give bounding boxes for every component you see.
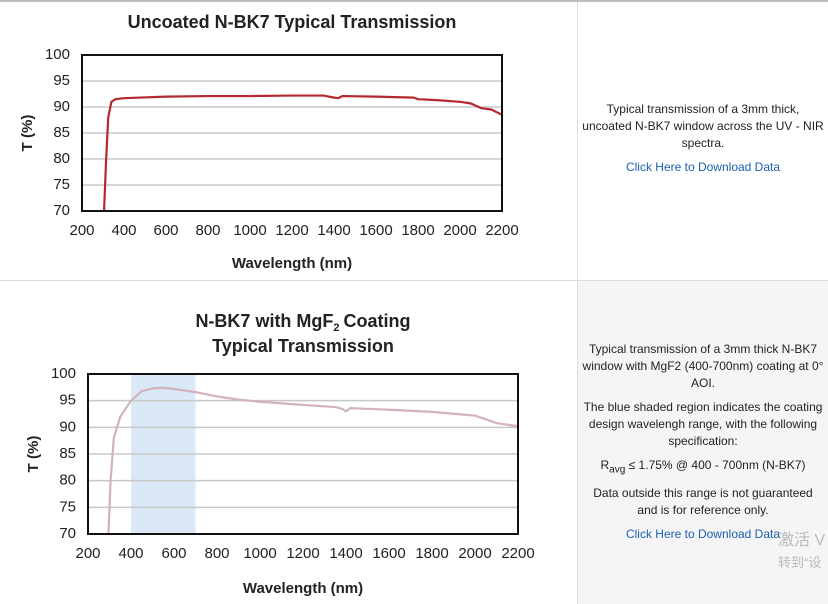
title-subscript: 2: [333, 322, 339, 334]
y-tick-label: 70: [53, 202, 70, 219]
x-tick-label: 200: [69, 222, 94, 239]
x-tick-label: 1800: [401, 222, 434, 239]
y-tick-label: 100: [45, 46, 70, 63]
x-tick-label: 600: [153, 222, 178, 239]
description: Typical transmission of a 3mm thick, unc…: [582, 102, 824, 150]
x-tick-label: 1600: [372, 545, 405, 562]
description: Typical transmission of a 3mm thick N-BK…: [582, 342, 824, 390]
x-tick-label: 2200: [485, 222, 518, 239]
panel-bg: [577, 281, 828, 604]
x-tick-label: 2000: [443, 222, 476, 239]
y-tick-label: 85: [59, 445, 76, 462]
y-tick-label: 70: [59, 525, 76, 542]
chart-subtitle: Typical Transmission: [212, 336, 394, 356]
plot-frame: [81, 54, 503, 212]
x-tick-label: 800: [204, 545, 229, 562]
x-tick-label: 200: [75, 545, 100, 562]
y-tick-label: 95: [59, 392, 76, 409]
x-tick-label: 400: [118, 545, 143, 562]
x-tick-label: 1400: [317, 222, 350, 239]
download-link[interactable]: Click Here to Download Data: [625, 527, 781, 542]
y-tick-label: 75: [59, 498, 76, 515]
spec-subscript: avg: [609, 464, 626, 476]
description: The blue shaded region indicates the coa…: [583, 400, 823, 448]
x-tick-label: 600: [161, 545, 186, 562]
download-link[interactable]: Click Here to Download Data: [625, 160, 781, 174]
y-tick-label: 80: [59, 472, 76, 489]
description-panel: Typical transmission of a 3mm thick, unc…: [578, 101, 828, 176]
top-border: [0, 0, 828, 2]
x-tick-label: 400: [111, 222, 136, 239]
x-axis-label: Wavelength (nm): [243, 580, 363, 597]
y-tick-label: 90: [59, 418, 76, 435]
data-line: [102, 94, 503, 212]
note: Data outside this range is not guarantee…: [593, 486, 813, 518]
x-tick-label: 1200: [275, 222, 308, 239]
title-text: Coating: [344, 311, 411, 331]
x-tick-label: 1800: [415, 545, 448, 562]
y-tick-label: 75: [53, 176, 70, 193]
y-tick-label: 80: [53, 150, 70, 167]
x-tick-label: 1000: [243, 545, 276, 562]
x-tick-label: 800: [195, 222, 220, 239]
x-tick-label: 2000: [458, 545, 491, 562]
plot-frame: [87, 373, 519, 535]
chart-title: N-BK7 with MgF2 Coating: [195, 311, 410, 334]
y-tick-label: 95: [53, 72, 70, 89]
watermark: 转到“设: [778, 555, 822, 570]
y-tick-label: 100: [51, 365, 76, 382]
y-axis-label: T (%): [25, 436, 42, 473]
y-axis-label: T (%): [19, 115, 36, 152]
x-tick-label: 2200: [501, 545, 534, 562]
spec-symbol: R: [600, 458, 610, 472]
title-text: Uncoated N-BK7 Typical Transmission: [128, 12, 457, 32]
x-tick-label: 1000: [233, 222, 266, 239]
title-text: N-BK7 with MgF: [195, 311, 333, 331]
x-axis-label: Wavelength (nm): [232, 255, 352, 272]
spec: Ravg ≤ 1.75% @ 400 - 700nm (N-BK7): [582, 457, 824, 478]
x-tick-label: 1200: [286, 545, 319, 562]
data-line: [107, 386, 519, 535]
spec-text: ≤ 1.75% @ 400 - 700nm (N-BK7): [628, 458, 806, 472]
chart-title: Uncoated N-BK7 Typical Transmission: [128, 12, 457, 32]
x-tick-label: 1600: [359, 222, 392, 239]
watermark: 激活 V: [778, 532, 826, 549]
x-tick-label: 1400: [329, 545, 362, 562]
y-tick-label: 90: [53, 98, 70, 115]
y-tick-label: 85: [53, 124, 70, 141]
description-panel: Typical transmission of a 3mm thick N-BK…: [578, 341, 828, 543]
